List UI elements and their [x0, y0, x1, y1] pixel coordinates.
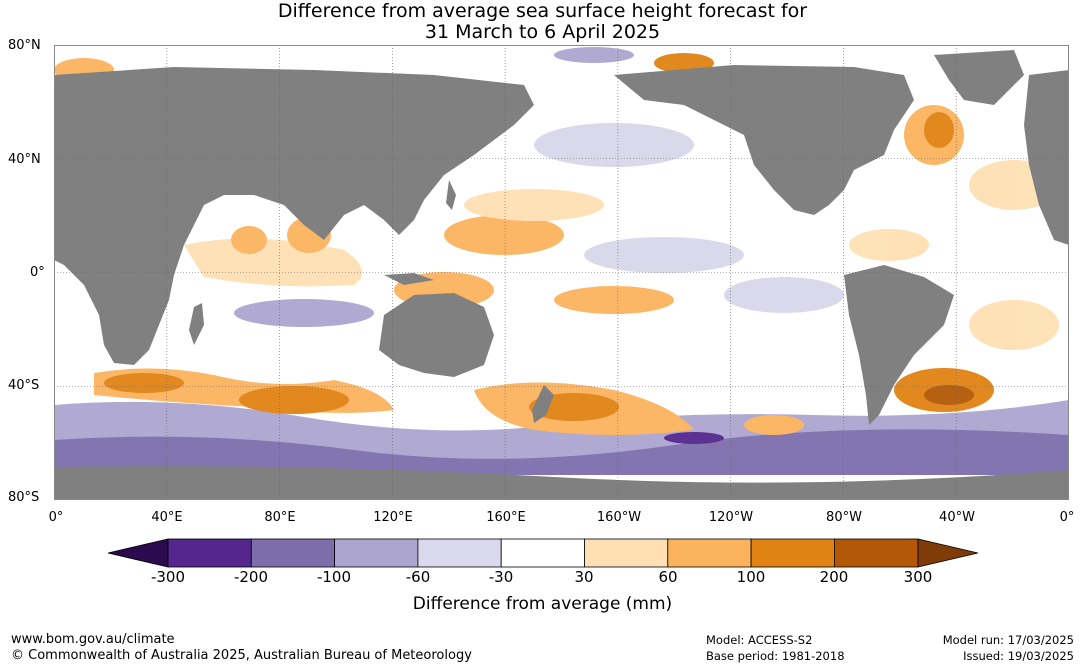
footer-model-run: Model run: 17/03/2025: [942, 633, 1074, 647]
lon-label-120w: 120°W: [708, 510, 754, 525]
legend-swatch-8: [750, 538, 835, 568]
lon-label-40w: 40°W: [939, 510, 975, 525]
caribbean-positive: [849, 229, 929, 261]
legend-tick: 200: [819, 568, 849, 586]
legend-swatch-9: [834, 538, 919, 568]
legend-arrow-high: [917, 538, 978, 568]
central-pacific-positive: [554, 286, 674, 314]
lon-label-40e: 40°E: [151, 510, 183, 525]
land-new-zealand: [532, 385, 554, 423]
legend-tick: -100: [316, 568, 352, 586]
land-antarctica: [54, 466, 1069, 500]
lat-label-equator: 0°: [30, 265, 45, 280]
legend-tick: 30: [574, 568, 594, 586]
legend-swatch-2: [250, 538, 336, 568]
legend-swatch-7: [667, 538, 752, 568]
lon-label-80e: 80°E: [264, 510, 296, 525]
footer-copyright: © Commonwealth of Australia 2025, Austra…: [11, 648, 472, 663]
gulf-stream-core: [924, 112, 954, 148]
land-japan: [446, 180, 456, 210]
arabian-sea-positive: [231, 226, 267, 254]
lon-label-0-right: 0°: [1059, 510, 1075, 525]
lat-label-40n: 40°N: [8, 152, 41, 167]
lon-label-160e: 160°E: [486, 510, 526, 525]
south-indian-core: [104, 373, 184, 393]
footer-issued: Issued: 19/03/2025: [963, 649, 1074, 663]
footer-base-period: Base period: 1981-2018: [706, 649, 845, 663]
arctic-negative: [554, 47, 634, 63]
south-atlantic-light-positive: [969, 300, 1059, 350]
legend-swatch-6: [584, 538, 669, 568]
south-australia-positive: [239, 386, 349, 414]
legend-tick: -300: [150, 568, 186, 586]
land-south-america: [844, 265, 954, 425]
legend-tick: 60: [658, 568, 678, 586]
lat-label-80s: 80°S: [8, 490, 40, 505]
sea-surface-height-map: [54, 45, 1069, 500]
east-pacific-negative: [724, 277, 844, 313]
legend-tick: 100: [736, 568, 766, 586]
land-madagascar: [189, 303, 204, 345]
colour-legend-bar: [108, 538, 978, 568]
legend-swatch-4: [417, 538, 502, 568]
legend-tick: -60: [405, 568, 431, 586]
land-australia: [379, 293, 494, 377]
south-atlantic-core: [924, 385, 974, 405]
north-pacific-positive: [464, 189, 604, 221]
legend-tick: -200: [233, 568, 269, 586]
southern-ocean-deep-negative: [54, 429, 1069, 475]
lon-label-160w: 160°W: [596, 510, 642, 525]
lon-label-0-left: 0°: [48, 510, 64, 525]
legend-tick: -30: [488, 568, 514, 586]
land-indonesia: [384, 273, 434, 285]
map-title-line-2: 31 March to 6 April 2025: [424, 21, 661, 43]
footer-url: www.bom.gov.au/climate: [11, 632, 175, 647]
lon-label-120e: 120°E: [373, 510, 413, 525]
land-europe-east-edge: [1024, 70, 1069, 245]
legend-swatch-5: [500, 538, 585, 568]
land-north-america: [614, 65, 914, 215]
southeast-pacific-positive: [744, 415, 804, 435]
north-pacific-negative: [534, 123, 694, 167]
footer-model: Model: ACCESS-S2: [706, 633, 813, 647]
pacific-negative-core: [664, 432, 724, 444]
legend-title: Difference from average (mm): [412, 594, 673, 614]
central-pacific-negative: [584, 237, 744, 273]
legend-swatch-3: [334, 538, 419, 568]
indian-ocean-negative: [234, 299, 374, 327]
land-eurasia-africa: [54, 67, 534, 365]
map-frame: [54, 45, 1069, 500]
map-title-line-1: Difference from average sea surface heig…: [277, 0, 808, 22]
legend-arrow-low: [108, 538, 169, 568]
land: [54, 50, 1069, 500]
lon-label-80w: 80°W: [826, 510, 862, 525]
graticule: [54, 45, 1069, 500]
legend-tick: 300: [903, 568, 933, 586]
anomaly-field: [54, 47, 1069, 475]
lat-label-40s: 40°S: [8, 378, 40, 393]
north-west-pacific-positive: [444, 215, 564, 255]
legend-swatch-1: [167, 538, 252, 568]
lat-label-80n: 80°N: [8, 38, 41, 53]
